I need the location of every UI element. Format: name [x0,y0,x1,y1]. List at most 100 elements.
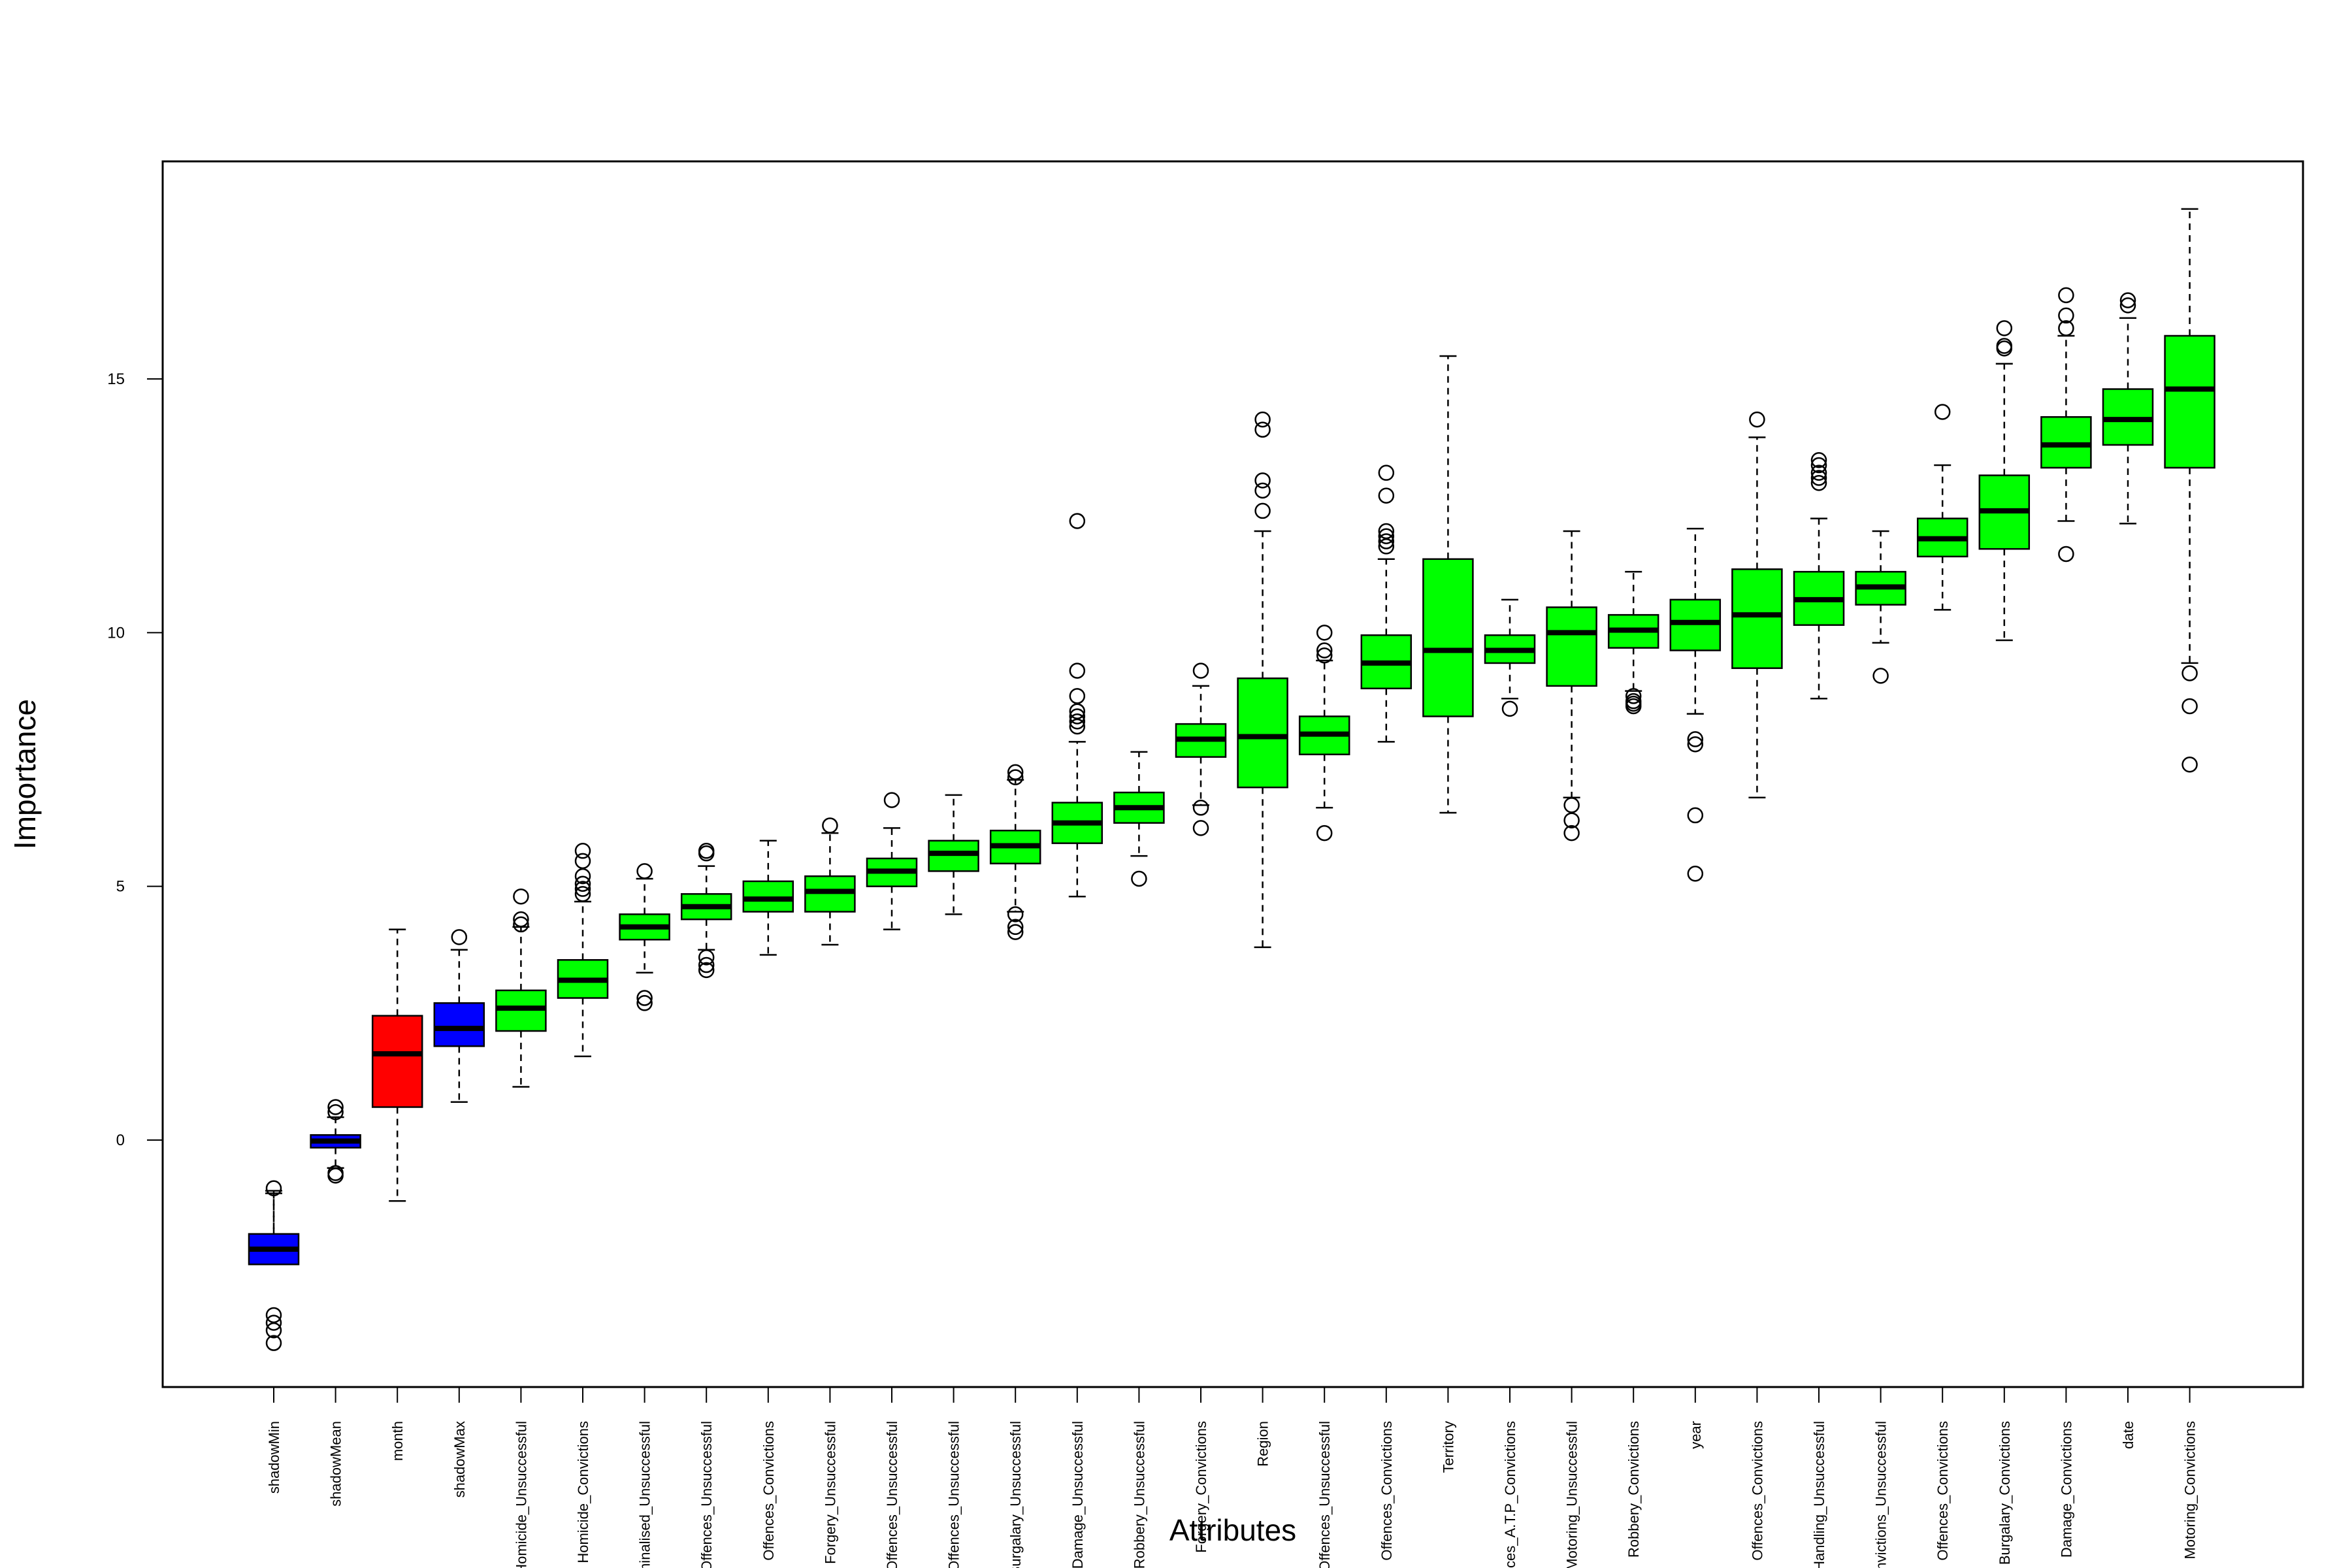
outlier-point [265,1335,282,1351]
iqr-box [433,1002,485,1047]
outlier-point [1007,919,1024,936]
outlier-point [265,1307,282,1324]
iqr-box [371,1015,423,1108]
iqr-box [1731,568,1783,669]
outlier-point [1563,825,1580,841]
outlier-point [574,853,591,870]
outlier-point [513,911,529,928]
outlier-point [1007,769,1024,785]
outlier-point [1316,642,1333,659]
x-tick-label: Robbery_Unsuccessful [1131,1421,1147,1568]
x-tick-label: Damage_Unsuccessful [1070,1421,1086,1568]
x-tick-label: year [1688,1421,1704,1449]
y-tick-label: 15 [107,370,125,388]
iqr-box [1546,606,1597,687]
boxes-layer [248,208,2215,1351]
outlier-point [1378,487,1395,504]
iqr-box [1237,677,1288,789]
outlier-point [1687,807,1704,824]
x-tick-label: Damage_Convictions [2058,1421,2074,1558]
outlier-point [1687,866,1704,882]
outlier-point [883,792,900,808]
box-19 [1422,355,1474,814]
x-tick-label: Region [1255,1421,1271,1467]
outlier-point [2058,287,2074,304]
outlier-point [1625,693,1642,710]
outlier-point [1378,523,1395,540]
x-axis-labels: shadowMin shadowMean month shadowMax Homicid… [266,1387,2198,1568]
outlier-point [265,1315,282,1331]
box-20 [1484,598,1536,717]
outlier-point [1687,736,1704,753]
x-tick-label: shadowMean [328,1421,344,1507]
x-tick-label: Burgalary_Unsuccessful [1007,1421,1024,1568]
x-tick-label: Offences_A.T.P_Convictions [1502,1421,1518,1568]
outlier-point [513,888,529,905]
outlier-point [822,817,838,834]
x-tick-label: Robbery_Convictions [1625,1421,1642,1558]
x-tick-label: Offences_Unsuccessful [946,1421,962,1568]
outlier-point [2119,292,2136,308]
box-26 [1855,530,1906,684]
outlier-point [1810,465,1827,481]
outlier-point [1069,703,1086,719]
x-tick-label: Offences_Unsuccessful [1316,1421,1333,1568]
outlier-point [574,868,591,885]
outlier-point [1996,338,2013,354]
x-tick-label: Offences_Unsuccessful [698,1421,715,1568]
y-tick-label: 5 [116,878,125,896]
box-31 [2164,208,2215,773]
outlier-point [1872,668,1889,684]
y-axis: 0 5 10 15 [107,370,163,1149]
outlier-point [1007,906,1024,923]
outlier-point [698,962,715,979]
outlier-point [1810,452,1827,468]
box-16 [1237,411,1288,949]
outlier-point [1007,764,1024,781]
x-tick-label: Burgalary_Convictions [1997,1421,2013,1565]
x-tick-label: Forgery_Unsuccessful [822,1421,838,1564]
outlier-point [574,886,591,902]
box-0 [248,1180,300,1351]
outlier-point [1131,870,1147,887]
outlier-point [327,1099,344,1115]
outlier-point [1069,513,1086,529]
outlier-point [1316,647,1333,664]
outlier-point [1378,465,1395,481]
box-29 [2040,287,2092,563]
outlier-point [1810,470,1827,486]
box-12 [989,764,1041,940]
box-25 [1793,452,1845,700]
box-28 [1978,320,2031,642]
iqr-box [2164,335,2215,469]
box-27 [1916,404,1968,611]
outlier-point [2058,546,2074,563]
plot-frame [161,160,2304,1388]
x-tick-label: Offences_Convictions [1379,1421,1395,1561]
outlier-point [1069,718,1086,735]
outlier-point [1069,688,1086,704]
y-tick-label: 10 [107,624,125,642]
y-axis-title: Importance [8,699,42,849]
outlier-point [1192,820,1209,836]
outlier-point [1192,800,1209,816]
iqr-box [1422,558,1474,717]
box-7 [680,843,732,979]
box-18 [1360,465,1413,743]
outlier-point [1192,662,1209,679]
outlier-point [1069,662,1086,679]
outlier-point [1563,797,1580,813]
box-2 [371,928,423,1202]
box-17 [1298,625,1350,841]
x-tick-label: Homicide_Convictions [575,1421,591,1563]
outlier-point [327,1168,344,1184]
outlier-point [698,949,715,966]
box-1 [310,1099,361,1184]
box-14 [1113,751,1165,887]
outlier-point [1254,502,1271,519]
outlier-point [574,843,591,859]
outlier-point [1254,482,1271,499]
outlier-point [574,881,591,897]
outlier-point [1378,538,1395,555]
